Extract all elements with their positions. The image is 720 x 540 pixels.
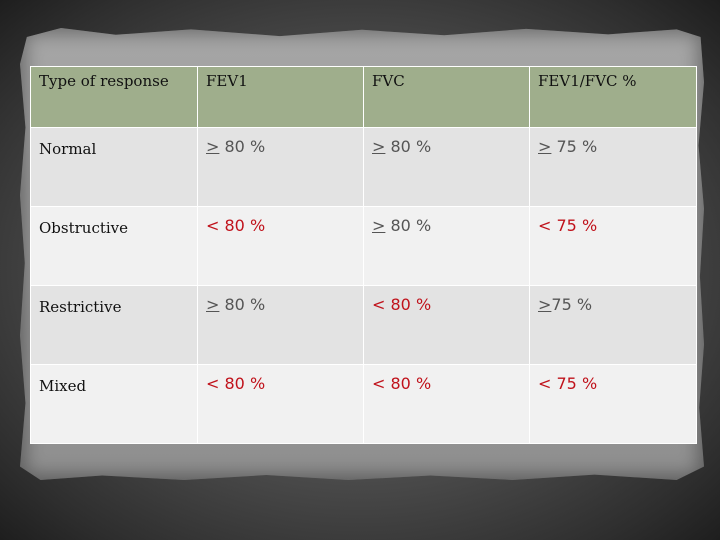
less-than-operator: < bbox=[206, 374, 220, 394]
less-than-operator: < bbox=[206, 216, 220, 236]
threshold-value: 75 % bbox=[551, 295, 593, 315]
greater-equal-operator: > bbox=[538, 137, 552, 157]
response-type-cell: Restrictive bbox=[30, 285, 198, 366]
threshold-value: 80 % bbox=[385, 137, 432, 157]
threshold-value: 80 % bbox=[219, 137, 266, 157]
threshold-value: 80 % bbox=[385, 374, 432, 394]
header-fev1: FEV1 bbox=[197, 65, 364, 129]
less-than-operator: < bbox=[372, 295, 386, 315]
header-fvc: FVC bbox=[363, 65, 530, 129]
less-than-operator: < bbox=[538, 216, 552, 236]
greater-equal-operator: > bbox=[538, 295, 552, 315]
threshold-value: 75 % bbox=[551, 137, 598, 157]
value-cell: < 75 % bbox=[529, 364, 697, 444]
less-than-operator: < bbox=[372, 374, 386, 394]
header-fev1-fvc-ratio: FEV1/FVC % bbox=[529, 65, 697, 129]
response-type-cell: Obstructive bbox=[30, 206, 198, 287]
threshold-value: 75 % bbox=[551, 216, 598, 236]
table-row: Mixed < 80 % < 80 % < 75 % bbox=[30, 364, 697, 444]
threshold-value: 80 % bbox=[385, 295, 432, 315]
table-row: Normal > 80 % > 80 % > 75 % bbox=[30, 127, 697, 208]
value-cell: < 80 % bbox=[363, 285, 530, 366]
header-type-of-response: Type of response bbox=[30, 65, 198, 129]
value-cell: > 80 % bbox=[197, 127, 364, 208]
value-cell: > 80 % bbox=[197, 285, 364, 366]
table-row: Restrictive > 80 % < 80 % >75 % bbox=[30, 285, 697, 366]
value-cell: < 80 % bbox=[363, 364, 530, 444]
value-cell: > 80 % bbox=[363, 206, 530, 287]
value-cell: > 80 % bbox=[363, 127, 530, 208]
threshold-value: 80 % bbox=[385, 216, 432, 236]
value-cell: > 75 % bbox=[529, 127, 697, 208]
value-cell: < 75 % bbox=[529, 206, 697, 287]
less-than-operator: < bbox=[538, 374, 552, 394]
greater-equal-operator: > bbox=[372, 137, 386, 157]
value-cell: < 80 % bbox=[197, 364, 364, 444]
threshold-value: 80 % bbox=[219, 374, 266, 394]
greater-equal-operator: > bbox=[372, 216, 386, 236]
threshold-value: 80 % bbox=[219, 295, 266, 315]
greater-equal-operator: > bbox=[206, 137, 220, 157]
table-header-row: Type of response FEV1 FVC FEV1/FVC % bbox=[30, 65, 697, 129]
threshold-value: 75 % bbox=[551, 374, 598, 394]
spirometry-response-table: Type of response FEV1 FVC FEV1/FVC % Nor… bbox=[30, 65, 697, 444]
table-row: Obstructive < 80 % > 80 % < 75 % bbox=[30, 206, 697, 287]
response-type-cell: Mixed bbox=[30, 364, 198, 444]
response-type-cell: Normal bbox=[30, 127, 198, 208]
value-cell: < 80 % bbox=[197, 206, 364, 287]
greater-equal-operator: > bbox=[206, 295, 220, 315]
value-cell: >75 % bbox=[529, 285, 697, 366]
threshold-value: 80 % bbox=[219, 216, 266, 236]
